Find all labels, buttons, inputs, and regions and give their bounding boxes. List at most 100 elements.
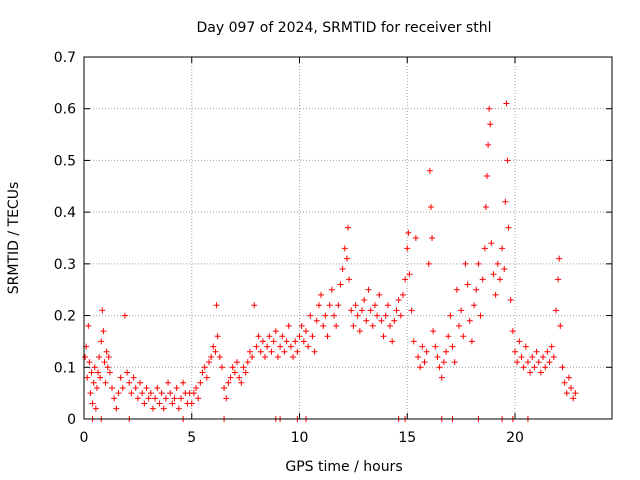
data-point (464, 281, 471, 288)
data-point (365, 286, 372, 293)
axes: 0 0.1 0.2 0.3 0.4 0.5 0.6 0.7 0 5 10 15 20 (54, 50, 613, 446)
data-point (96, 353, 103, 360)
data-point (369, 322, 376, 329)
data-point (415, 353, 422, 360)
data-point (100, 328, 107, 335)
data-point (462, 260, 469, 267)
data-point (104, 364, 111, 371)
plot-frame (83, 56, 613, 420)
data-point (451, 359, 458, 366)
data-point (324, 333, 331, 340)
data-point (231, 369, 238, 376)
data-point (210, 343, 217, 350)
data-point (307, 312, 314, 319)
data-point (214, 333, 221, 340)
data-point (95, 369, 102, 376)
data-point (229, 364, 236, 371)
data-point (193, 384, 200, 391)
data-point (359, 307, 366, 314)
data-point (404, 245, 411, 252)
data-point (322, 312, 329, 319)
data-point (177, 395, 184, 402)
data-point (426, 167, 433, 174)
data-point (139, 390, 146, 397)
data-point (257, 348, 264, 355)
data-point (384, 302, 391, 309)
data-point (195, 395, 202, 402)
data-point (458, 307, 465, 314)
data-point (512, 348, 519, 355)
data-point (509, 328, 516, 335)
data-point (490, 271, 497, 278)
data-point (502, 198, 509, 205)
data-point (238, 379, 245, 386)
data-point (402, 276, 409, 283)
data-point (171, 395, 178, 402)
data-point (98, 338, 105, 345)
x-tick-label: 0 (80, 430, 89, 446)
data-point (529, 353, 536, 360)
data-point (507, 297, 514, 304)
data-point (341, 245, 348, 252)
data-point (240, 364, 247, 371)
data-point (117, 374, 124, 381)
data-point (173, 384, 180, 391)
data-point (249, 353, 256, 360)
data-point (488, 240, 495, 247)
data-point (130, 374, 137, 381)
data-point (410, 338, 417, 345)
data-point (82, 353, 89, 360)
data-point (216, 353, 223, 360)
data-point (143, 384, 150, 391)
data-point (287, 343, 294, 350)
data-point (264, 343, 271, 350)
data-point (147, 390, 154, 397)
data-point (89, 400, 96, 407)
data-point (246, 348, 253, 355)
data-point (389, 338, 396, 345)
data-point (568, 384, 575, 391)
data-point (134, 395, 141, 402)
data-point (429, 235, 436, 241)
data-point (492, 291, 499, 298)
data-point (169, 400, 176, 407)
data-point (540, 353, 547, 360)
data-point (395, 297, 402, 304)
data-point (479, 276, 486, 283)
data-point (570, 395, 577, 402)
y-axis-label: SRMTID / TECUs (6, 182, 22, 295)
x-tick-label: 10 (291, 430, 309, 446)
data-point (561, 379, 568, 386)
data-point (277, 343, 284, 350)
data-point (180, 379, 187, 386)
data-point (453, 286, 460, 293)
data-point (318, 291, 325, 298)
data-point (313, 317, 320, 324)
data-point (330, 312, 337, 319)
data-point (348, 307, 355, 314)
data-point (455, 322, 462, 329)
data-point (97, 374, 104, 381)
data-point (544, 348, 551, 355)
data-point (234, 359, 241, 366)
data-point (406, 271, 413, 278)
data-point (188, 400, 195, 407)
data-point (221, 384, 228, 391)
data-point (387, 322, 394, 329)
data-point (141, 400, 148, 407)
data-point (326, 302, 333, 309)
data-point (343, 255, 350, 262)
data-point (380, 333, 387, 340)
data-point (356, 328, 363, 335)
data-point (443, 348, 450, 355)
data-point (90, 379, 97, 386)
data-point (109, 384, 116, 391)
data-point (556, 255, 563, 262)
data-point (494, 260, 501, 267)
data-point (281, 348, 288, 355)
data-point (333, 322, 340, 329)
data-point (283, 338, 290, 345)
data-point (106, 369, 113, 376)
data-point (496, 276, 503, 283)
